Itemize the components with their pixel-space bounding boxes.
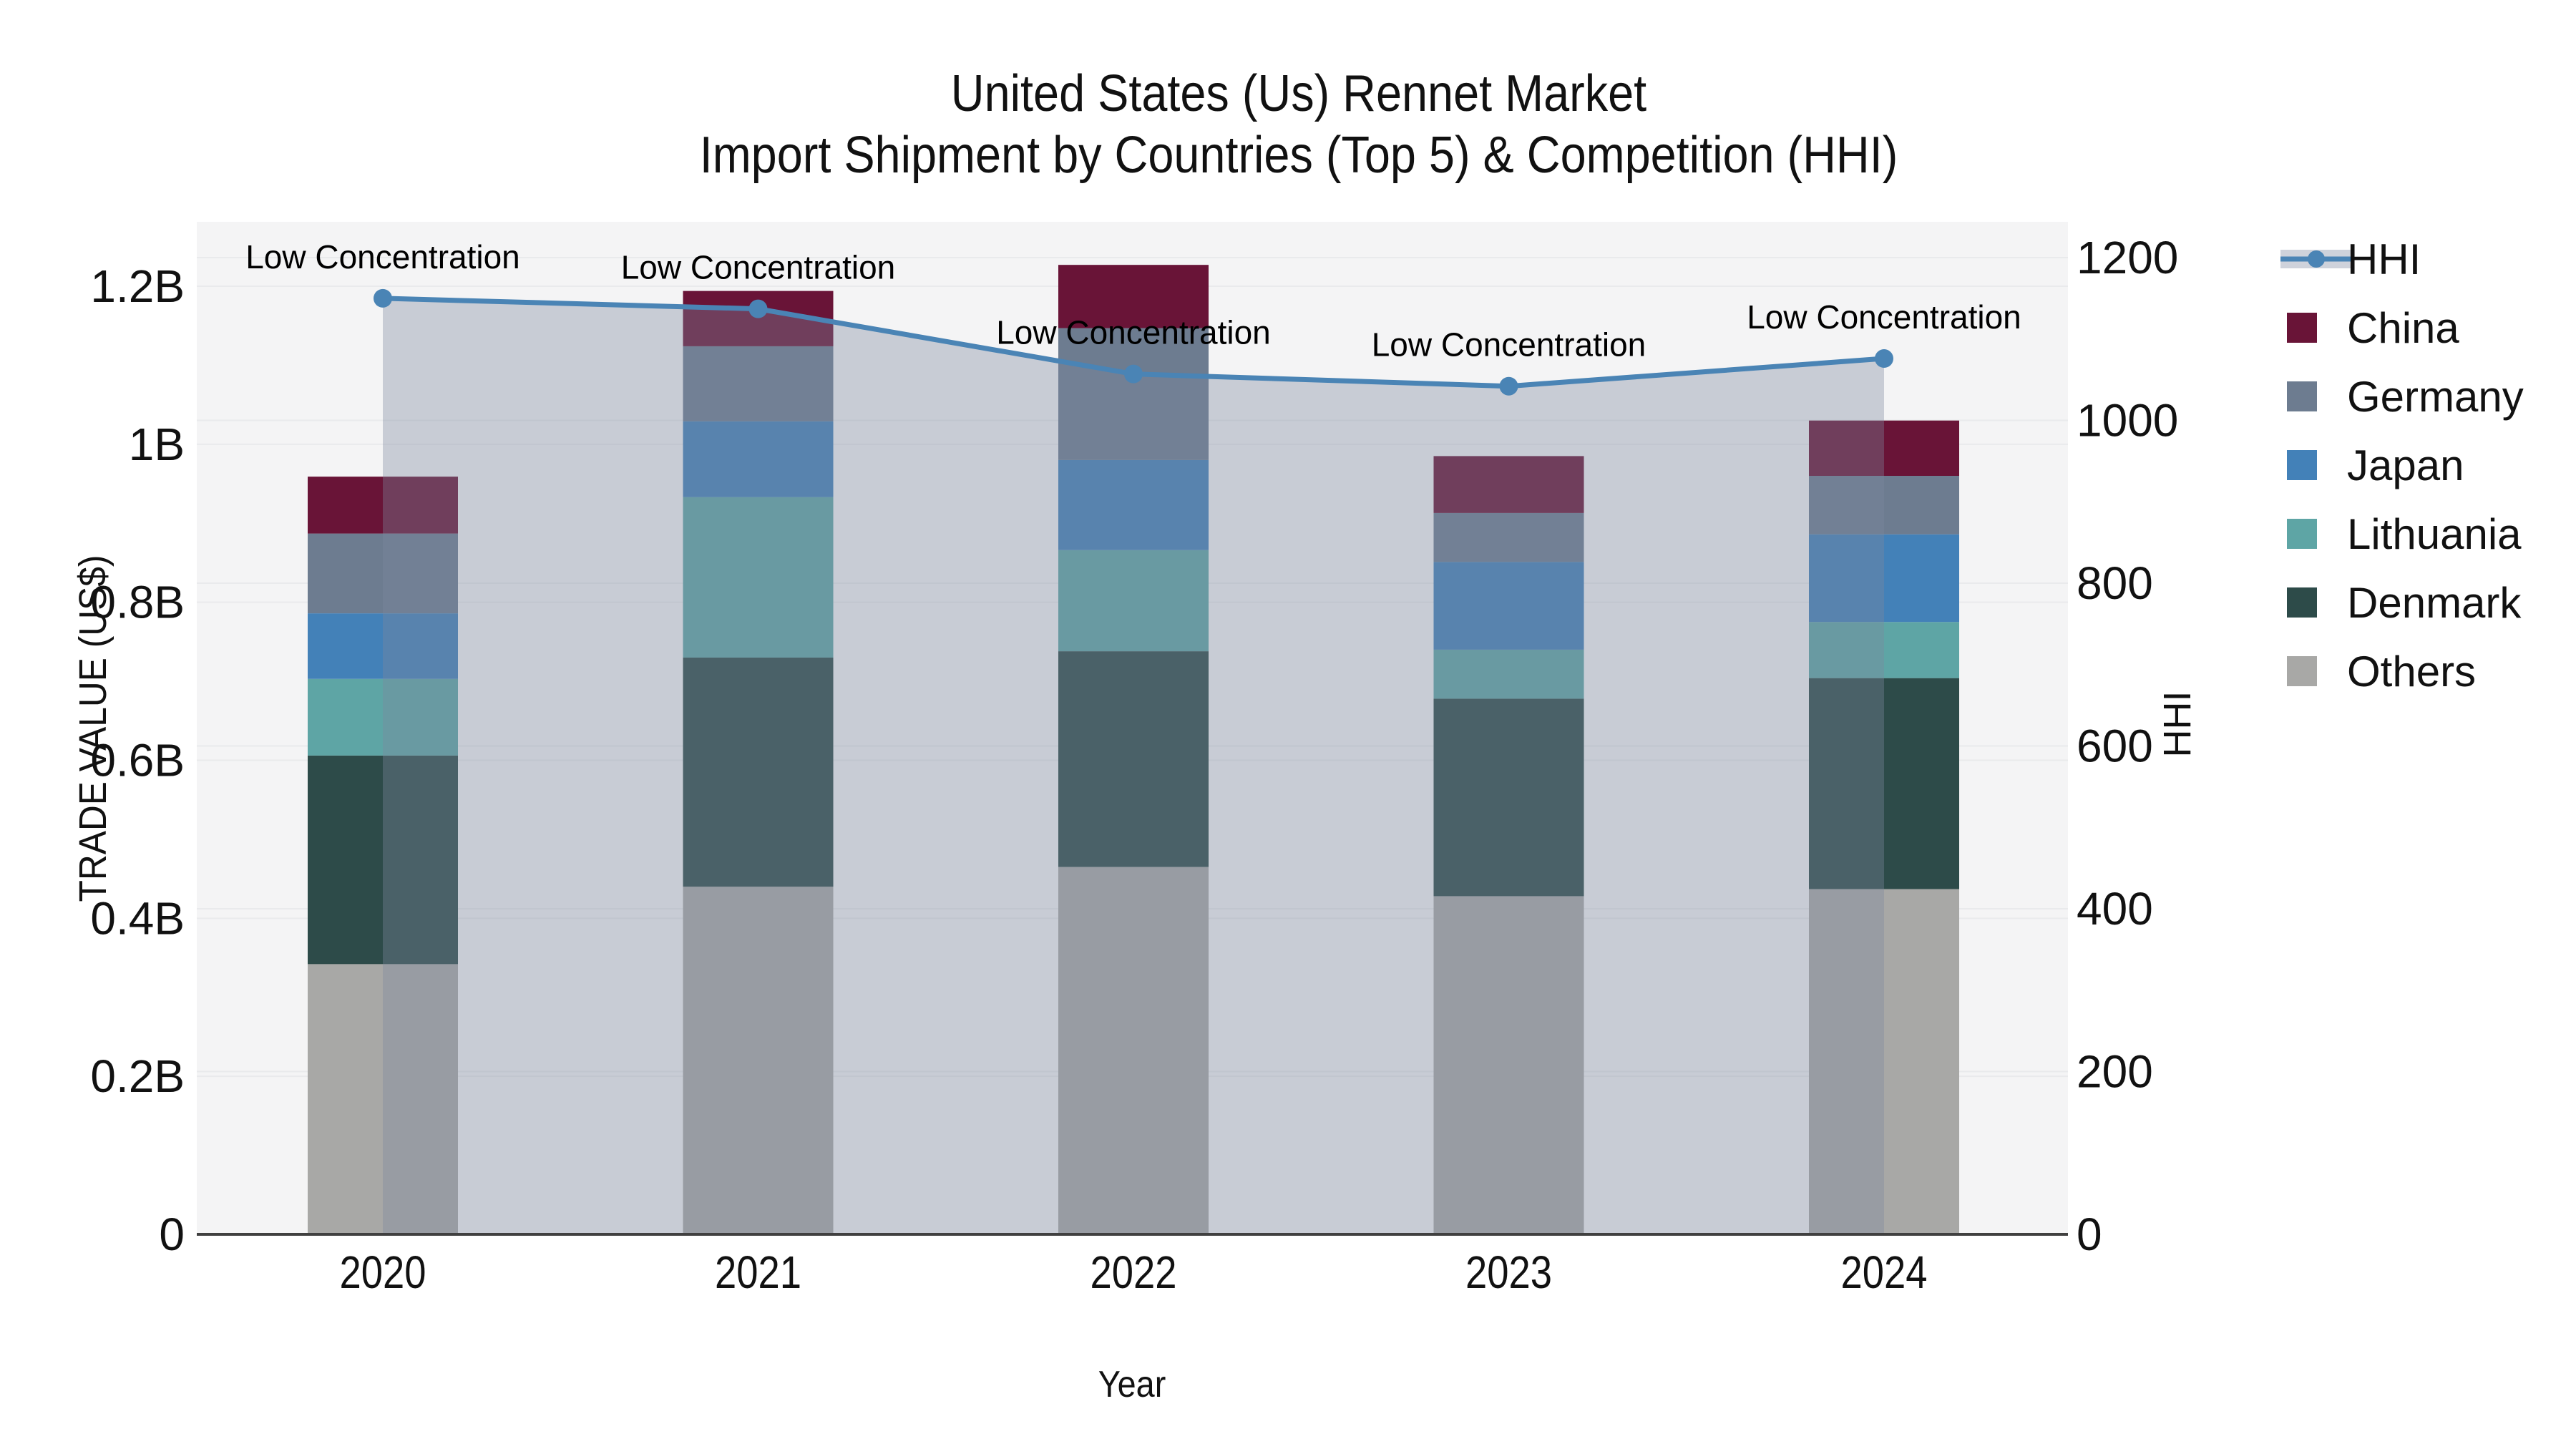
bar-segment-china-2024 bbox=[1809, 420, 1959, 476]
x-tick-2020: 2020 bbox=[340, 1246, 426, 1298]
bar-segment-denmark-2024 bbox=[1809, 678, 1959, 889]
bar-segment-others-2022 bbox=[1058, 867, 1209, 1234]
bar-segment-others-2024 bbox=[1809, 889, 1959, 1234]
annotation-2024: Low Concentration bbox=[1747, 298, 2021, 336]
bar-segment-japan-2024 bbox=[1809, 534, 1959, 623]
y-left-tick-0.2B: 0.2B bbox=[90, 1050, 185, 1102]
y-right-tick-800: 800 bbox=[2077, 557, 2153, 609]
hhi-marker-2021 bbox=[748, 299, 768, 318]
y-axis-title-left: TRADE VALUE (US$) bbox=[72, 555, 114, 902]
bar-segment-germany-2020 bbox=[308, 533, 458, 614]
bar-segment-japan-2020 bbox=[308, 613, 458, 679]
legend-item-lithuania[interactable]: Lithuania bbox=[2287, 499, 2524, 568]
bar-segment-denmark-2020 bbox=[308, 755, 458, 965]
y-axis-title-right: HHI bbox=[2156, 691, 2199, 758]
legend-icon-box bbox=[2280, 243, 2352, 275]
bar-segment-germany-2022 bbox=[1058, 328, 1209, 460]
legend-icon-box bbox=[2287, 313, 2346, 343]
hhi-line-legend-icon bbox=[2280, 243, 2352, 275]
y-left-tick-1.2B: 1.2B bbox=[90, 260, 185, 312]
bar-segment-lithuania-2022 bbox=[1058, 550, 1209, 652]
hhi-marker-2024 bbox=[1875, 349, 1893, 369]
legend-label: Others bbox=[2347, 647, 2477, 696]
legend-icon-box bbox=[2287, 587, 2346, 618]
legend-label: Lithuania bbox=[2347, 509, 2522, 558]
bar-segment-china-2020 bbox=[308, 477, 458, 534]
x-tick-2021: 2021 bbox=[715, 1246, 801, 1298]
legend-item-denmark[interactable]: Denmark bbox=[2287, 568, 2524, 637]
x-tick-2024: 2024 bbox=[1841, 1246, 1928, 1298]
y-left-tick-0.8B: 0.8B bbox=[90, 577, 185, 628]
legend-swatch-denmark bbox=[2287, 587, 2317, 618]
bar-segment-japan-2021 bbox=[683, 421, 834, 497]
annotation-2022: Low Concentration bbox=[996, 314, 1271, 351]
y-right-tick-400: 400 bbox=[2077, 883, 2153, 935]
chart-title-line2: Import Shipment by Countries (Top 5) & C… bbox=[699, 127, 1898, 184]
legend-item-japan[interactable]: Japan bbox=[2287, 431, 2524, 499]
bar-segment-germany-2023 bbox=[1433, 512, 1584, 562]
legend-swatch-china bbox=[2287, 313, 2317, 343]
legend-icon-box bbox=[2287, 450, 2346, 480]
y-right-tick-600: 600 bbox=[2077, 721, 2153, 772]
legend-swatch-others bbox=[2287, 656, 2317, 686]
y-left-tick-0: 0 bbox=[159, 1209, 185, 1260]
legend-label: Germany bbox=[2347, 372, 2524, 421]
bar-segment-denmark-2023 bbox=[1433, 698, 1584, 897]
legend-item-china[interactable]: China bbox=[2287, 293, 2524, 362]
bar-segment-lithuania-2023 bbox=[1433, 649, 1584, 699]
legend-item-hhi[interactable]: HHI bbox=[2280, 225, 2524, 293]
legend-icon-box bbox=[2287, 656, 2346, 686]
bar-segment-denmark-2021 bbox=[683, 657, 834, 887]
bar-segment-lithuania-2024 bbox=[1809, 622, 1959, 678]
bar-segment-japan-2023 bbox=[1433, 562, 1584, 650]
legend-label: Denmark bbox=[2347, 578, 2522, 627]
bar-segment-china-2023 bbox=[1433, 456, 1584, 513]
legend-swatch-japan bbox=[2287, 450, 2317, 480]
annotation-2023: Low Concentration bbox=[1372, 326, 1646, 364]
bar-segment-germany-2024 bbox=[1809, 475, 1959, 535]
y-right-tick-200: 200 bbox=[2077, 1046, 2153, 1098]
hhi-marker-2022 bbox=[1124, 364, 1143, 384]
chart-title-line1: United States (Us) Rennet Market bbox=[950, 65, 1647, 122]
y-right-tick-0: 0 bbox=[2077, 1209, 2102, 1260]
annotation-2021: Low Concentration bbox=[621, 249, 896, 286]
legend-icon-box bbox=[2287, 381, 2346, 411]
legend-label: Japan bbox=[2347, 441, 2464, 489]
y-right-tick-1200: 1200 bbox=[2077, 232, 2178, 283]
annotation-2020: Low Concentration bbox=[245, 238, 520, 275]
legend-label: China bbox=[2347, 303, 2459, 352]
legend-icon-box bbox=[2287, 519, 2346, 549]
legend-item-others[interactable]: Others bbox=[2287, 637, 2524, 706]
hhi-marker-2020 bbox=[374, 288, 392, 308]
bar-segment-china-2022 bbox=[1058, 265, 1209, 328]
bar-segment-others-2023 bbox=[1433, 896, 1584, 1234]
bar-segment-lithuania-2021 bbox=[683, 497, 834, 658]
bar-segment-others-2021 bbox=[683, 887, 834, 1234]
bar-segment-germany-2021 bbox=[683, 346, 834, 421]
bar-segment-lithuania-2020 bbox=[308, 678, 458, 756]
bar-segment-denmark-2022 bbox=[1058, 651, 1209, 867]
hhi-marker-2023 bbox=[1499, 376, 1518, 396]
y-right-tick-1000: 1000 bbox=[2077, 395, 2178, 447]
x-tick-2023: 2023 bbox=[1465, 1246, 1552, 1298]
hhi-area-fill bbox=[383, 298, 1884, 1234]
bar-segment-others-2020 bbox=[308, 964, 458, 1234]
y-left-tick-1B: 1B bbox=[129, 419, 185, 470]
legend: HHI China Germany Japan Lithuania Denmar… bbox=[2280, 225, 2524, 706]
legend-item-germany[interactable]: Germany bbox=[2287, 362, 2524, 431]
bar-segment-japan-2022 bbox=[1058, 459, 1209, 550]
x-axis-title: Year bbox=[1098, 1364, 1166, 1405]
y-left-tick-0.6B: 0.6B bbox=[90, 734, 185, 786]
chart-title: United States (Us) Rennet Market Import … bbox=[700, 63, 1898, 186]
x-tick-2022: 2022 bbox=[1091, 1246, 1177, 1298]
legend-swatch-germany bbox=[2287, 381, 2317, 411]
y-left-tick-0.4B: 0.4B bbox=[90, 892, 185, 944]
legend-swatch-lithuania bbox=[2287, 519, 2317, 549]
legend-label: HHI bbox=[2347, 235, 2421, 283]
